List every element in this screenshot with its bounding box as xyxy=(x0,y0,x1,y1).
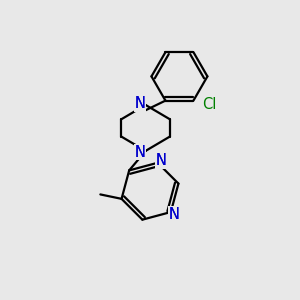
Text: N: N xyxy=(135,96,146,111)
Text: N: N xyxy=(135,145,146,160)
Text: N: N xyxy=(168,207,179,222)
Text: N: N xyxy=(168,207,179,222)
Text: N: N xyxy=(156,153,167,168)
Text: Cl: Cl xyxy=(202,97,216,112)
Text: N: N xyxy=(135,145,146,160)
Text: N: N xyxy=(135,96,146,111)
Text: N: N xyxy=(156,153,167,168)
